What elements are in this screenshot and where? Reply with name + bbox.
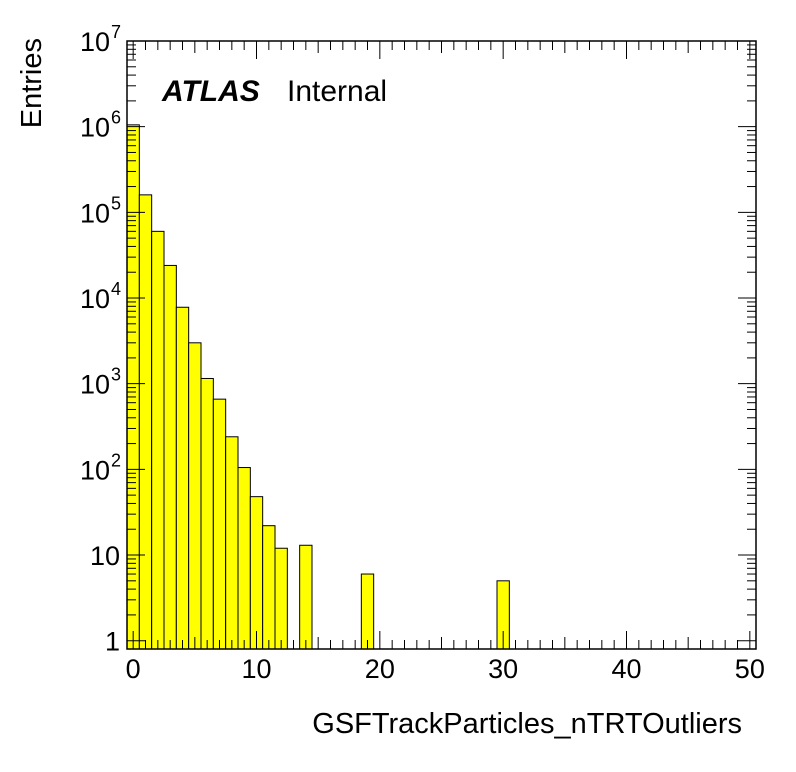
- y-tick-label: 106: [80, 108, 121, 143]
- x-tick-label: 50: [735, 654, 765, 684]
- x-axis-label: GSFTrackParticles_nTRTOutliers: [312, 708, 742, 740]
- x-tick-label: 40: [611, 654, 641, 684]
- histogram-bin-0: [126, 124, 140, 650]
- y-axis-label: Entries: [16, 38, 48, 128]
- y-tick-label: 103: [80, 365, 121, 400]
- tick-labels: 0 10 20 30 40 50 1 10 102 103 104 105 106 107: [80, 22, 765, 684]
- y-tick-label: 107: [80, 22, 121, 57]
- y-tick-label: 1: [105, 627, 120, 657]
- histogram-bin-4: [175, 306, 190, 650]
- histogram-bin-10: [249, 496, 264, 650]
- y-tick-label: 104: [80, 279, 121, 314]
- x-tick-label: 10: [241, 654, 271, 684]
- histogram-bin-19: [360, 573, 375, 650]
- histogram-bin-2: [151, 230, 165, 650]
- histogram-bin-8: [225, 436, 239, 650]
- histogram-bin-7: [212, 398, 227, 650]
- histogram-bin-5: [188, 342, 202, 650]
- histogram-bin-1: [138, 194, 153, 650]
- histogram-bin-11: [262, 525, 276, 650]
- x-tick-label: 0: [126, 654, 141, 684]
- y-tick-label: 10: [90, 541, 120, 571]
- histogram-bin-9: [237, 467, 251, 650]
- histogram-bin-3: [163, 264, 177, 650]
- y-tick-label: 102: [80, 450, 121, 485]
- atlas-label: ATLAS: [161, 75, 260, 108]
- plot-frame: [126, 40, 757, 650]
- histogram-bin-12: [274, 547, 288, 650]
- atlas-internal-label: Internal: [287, 75, 387, 108]
- axis-ticks: [127, 40, 756, 649]
- x-tick-label: 20: [365, 654, 395, 684]
- histogram-bars: [126, 124, 510, 650]
- x-tick-label: 30: [488, 654, 518, 684]
- histogram-bin-14: [299, 544, 313, 650]
- histogram-bin-6: [200, 377, 214, 650]
- y-tick-label: 105: [80, 193, 121, 228]
